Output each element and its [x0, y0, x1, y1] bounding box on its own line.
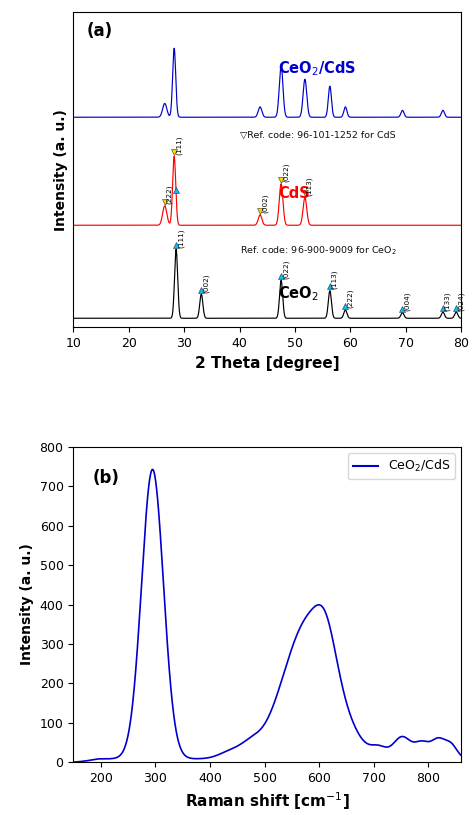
- Text: (a): (a): [87, 22, 113, 40]
- Y-axis label: Intensity (a. u.): Intensity (a. u.): [54, 109, 68, 231]
- Legend: CeO$_2$/CdS: CeO$_2$/CdS: [348, 453, 455, 479]
- Y-axis label: Intensity (a. u.): Intensity (a. u.): [20, 544, 34, 665]
- X-axis label: Raman shift [cm$^{-1}$]: Raman shift [cm$^{-1}$]: [185, 791, 350, 812]
- Text: (111): (111): [177, 228, 184, 248]
- X-axis label: 2 Theta [degree]: 2 Theta [degree]: [195, 355, 340, 371]
- Text: ▽Ref. code: 96-101-1252 for CdS: ▽Ref. code: 96-101-1252 for CdS: [239, 130, 395, 139]
- Text: Ref. code: 96-900-9009 for CeO$_2$: Ref. code: 96-900-9009 for CeO$_2$: [239, 244, 396, 258]
- Text: (022): (022): [282, 163, 289, 183]
- Text: CeO$_2$/CdS: CeO$_2$/CdS: [278, 59, 357, 78]
- Text: CeO$_2$: CeO$_2$: [278, 284, 319, 303]
- Text: (002): (002): [262, 194, 268, 214]
- Text: CdS: CdS: [278, 187, 310, 201]
- Text: (002): (002): [203, 273, 209, 293]
- Text: (113): (113): [307, 177, 313, 196]
- Text: (113): (113): [331, 270, 338, 289]
- Text: (b): (b): [93, 469, 120, 487]
- Text: (222): (222): [166, 185, 173, 205]
- Text: (111): (111): [175, 135, 182, 155]
- Text: (022): (022): [282, 259, 289, 279]
- Text: (024): (024): [457, 291, 464, 311]
- Text: (133): (133): [444, 291, 451, 311]
- Text: (004): (004): [404, 292, 410, 311]
- Text: (222): (222): [347, 289, 353, 309]
